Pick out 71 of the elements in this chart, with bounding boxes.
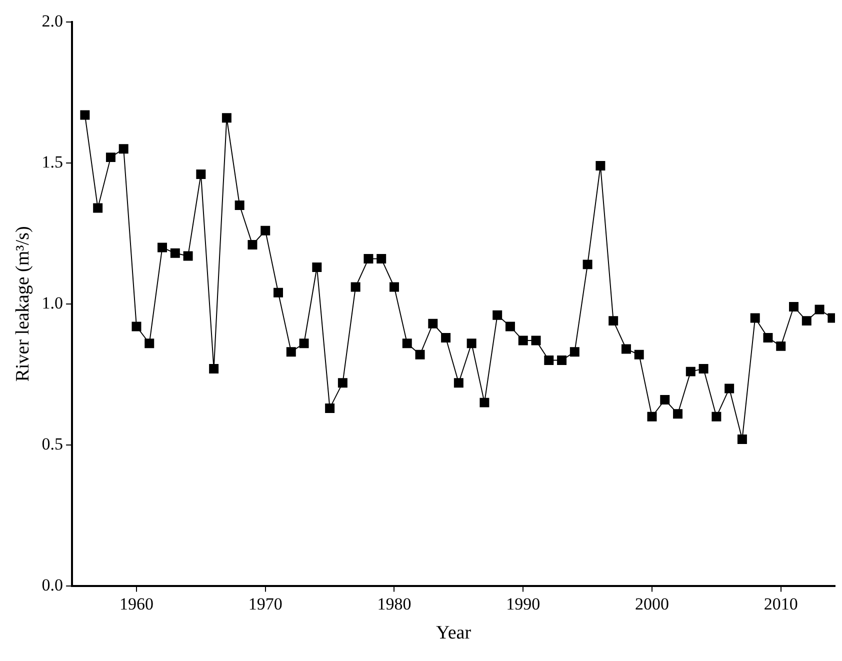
y-tick-label: 1.5 <box>42 152 64 172</box>
point <box>814 304 824 314</box>
point <box>724 384 734 394</box>
point <box>402 338 412 348</box>
point <box>802 316 812 326</box>
point <box>312 262 322 272</box>
point <box>144 338 154 348</box>
point <box>789 302 798 312</box>
x-tick-label: 1960 <box>119 594 154 614</box>
point <box>686 366 696 376</box>
point <box>299 338 309 348</box>
x-tick-label: 1990 <box>506 594 540 614</box>
point <box>222 113 232 123</box>
point <box>621 344 631 354</box>
point <box>776 341 786 351</box>
point <box>466 338 476 348</box>
point <box>286 347 296 357</box>
x-tick-label: 2000 <box>634 594 669 614</box>
point <box>441 332 451 342</box>
point <box>712 412 722 422</box>
point <box>480 398 490 408</box>
point <box>415 350 425 360</box>
point <box>196 169 206 179</box>
point <box>544 356 554 366</box>
point <box>673 409 683 419</box>
x-tick-label: 1970 <box>248 594 282 614</box>
point <box>698 364 708 374</box>
point <box>428 318 438 328</box>
point <box>325 403 335 413</box>
point <box>93 203 103 213</box>
point <box>183 251 193 261</box>
y-tick-label: 2.0 <box>42 11 64 30</box>
point <box>118 144 128 154</box>
point <box>364 254 374 264</box>
y-tick-label: 1.0 <box>42 293 64 312</box>
point <box>660 395 670 404</box>
point <box>608 316 618 326</box>
y-axis-title: River leakage (m³/s) <box>12 226 34 382</box>
point <box>596 161 606 171</box>
point <box>647 412 657 422</box>
point <box>170 248 180 258</box>
point <box>557 356 567 366</box>
y-tick-label: 0.0 <box>42 575 64 594</box>
x-tick-label: 2010 <box>764 594 798 614</box>
point <box>338 378 348 388</box>
point <box>350 282 360 292</box>
point <box>763 332 773 342</box>
point <box>582 260 592 270</box>
point <box>505 322 515 332</box>
point <box>750 313 760 323</box>
point <box>518 336 528 346</box>
point <box>209 364 219 374</box>
point <box>390 282 399 292</box>
x-axis-title: Year <box>436 622 472 644</box>
point <box>248 240 258 250</box>
point <box>260 226 270 236</box>
point <box>634 350 644 360</box>
point <box>158 242 168 252</box>
point <box>106 152 116 162</box>
point <box>737 434 747 444</box>
point <box>376 254 386 264</box>
x-tick-label: 1980 <box>377 594 412 614</box>
point <box>531 336 541 346</box>
y-tick-label: 0.5 <box>42 434 64 454</box>
point <box>454 378 464 388</box>
point <box>80 110 90 120</box>
point <box>274 288 283 298</box>
point <box>492 310 502 320</box>
point <box>570 347 580 357</box>
point <box>234 200 244 210</box>
point <box>132 322 142 332</box>
